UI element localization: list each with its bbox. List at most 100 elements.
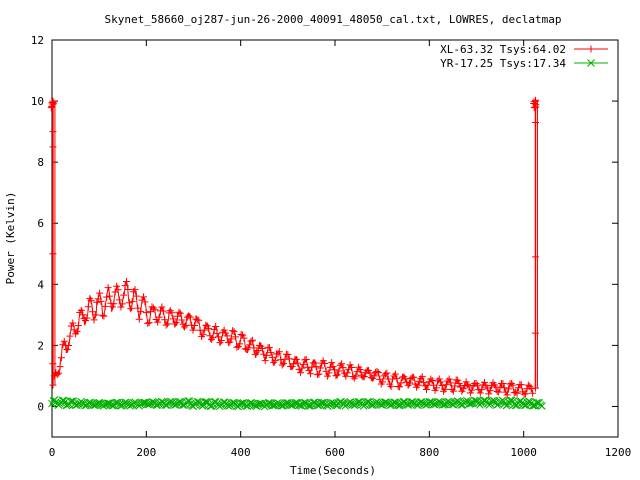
- data-point: [145, 319, 153, 327]
- legend-label-xl: XL-63.32 Tsys:64.02: [440, 43, 566, 56]
- data-point: [270, 358, 278, 366]
- data-point: [117, 303, 125, 311]
- data-layer: [47, 96, 546, 411]
- data-point: [169, 315, 177, 323]
- data-point: [360, 373, 368, 381]
- data-point: [185, 312, 193, 320]
- data-point: [439, 387, 447, 395]
- data-point: [503, 391, 511, 399]
- data-point: [509, 381, 517, 389]
- data-point: [414, 381, 422, 389]
- data-point: [485, 390, 493, 398]
- data-point: [264, 399, 273, 407]
- data-point: [91, 311, 99, 319]
- data-point: [67, 322, 75, 330]
- data-point: [139, 398, 147, 407]
- data-point: [243, 345, 251, 353]
- data-point: [238, 399, 247, 408]
- data-point: [423, 386, 431, 394]
- data-point: [114, 286, 122, 294]
- legend: XL-63.32 Tsys:64.02 YR-17.25 Tsys:17.34: [440, 43, 608, 70]
- spike-point: [49, 250, 57, 258]
- data-point: [481, 378, 489, 386]
- data-point: [248, 336, 256, 344]
- data-point: [323, 372, 331, 380]
- y-tick-label: 6: [37, 217, 44, 230]
- data-point: [435, 375, 443, 383]
- data-point: [332, 372, 340, 380]
- data-point: [281, 355, 289, 363]
- data-point: [217, 337, 225, 345]
- data-point: [291, 399, 299, 407]
- legend-label-yr: YR-17.25 Tsys:17.34: [440, 57, 566, 70]
- data-point: [448, 385, 456, 393]
- data-point: [258, 344, 266, 352]
- data-point: [106, 292, 114, 300]
- data-point: [144, 319, 152, 327]
- data-point: [343, 369, 351, 377]
- data-point: [101, 302, 109, 310]
- data-point: [110, 300, 118, 308]
- data-point: [265, 344, 273, 352]
- data-point: [496, 383, 504, 391]
- data-point: [205, 325, 213, 333]
- data-point: [370, 372, 378, 380]
- data-point: [476, 389, 484, 397]
- data-point: [164, 320, 172, 328]
- data-point: [410, 373, 418, 381]
- data-point: [176, 309, 184, 317]
- legend-marker: [587, 59, 595, 67]
- data-point: [394, 401, 402, 409]
- data-point: [319, 357, 327, 365]
- data-point: [190, 321, 198, 329]
- data-point: [246, 341, 254, 349]
- spike-cap-point: [530, 98, 538, 106]
- data-point: [356, 365, 364, 373]
- spike-point: [49, 360, 57, 368]
- data-point: [447, 379, 455, 387]
- data-point: [247, 337, 255, 345]
- spike-point: [49, 381, 57, 389]
- data-point: [151, 306, 159, 314]
- data-point: [239, 331, 247, 339]
- data-point: [137, 308, 145, 316]
- data-point: [418, 373, 426, 381]
- series-line-0: [53, 280, 534, 396]
- data-point: [403, 400, 412, 409]
- y-tick-label: 0: [37, 400, 44, 413]
- data-point: [124, 285, 132, 293]
- data-point: [50, 396, 59, 404]
- data-point: [271, 357, 279, 365]
- data-point: [278, 361, 286, 369]
- data-point: [439, 401, 447, 409]
- data-point: [57, 354, 65, 362]
- data-point: [132, 292, 140, 300]
- data-point: [339, 364, 347, 372]
- data-point: [140, 293, 148, 301]
- data-point: [495, 388, 503, 396]
- data-point: [220, 326, 228, 334]
- data-point: [250, 344, 258, 352]
- data-point: [438, 381, 446, 389]
- data-point: [230, 328, 238, 336]
- x-tick-label: 400: [231, 446, 251, 459]
- data-point: [292, 355, 300, 363]
- data-point: [499, 380, 507, 388]
- data-point: [316, 364, 324, 372]
- data-point: [121, 282, 129, 290]
- data-point: [367, 401, 376, 410]
- data-point: [406, 379, 414, 387]
- data-point: [366, 369, 374, 377]
- data-point: [315, 370, 323, 378]
- data-point: [348, 364, 356, 372]
- data-point: [158, 303, 166, 311]
- data-point: [393, 375, 401, 383]
- data-point: [275, 348, 283, 356]
- data-point: [297, 369, 305, 377]
- data-point: [387, 382, 395, 390]
- data-point: [420, 379, 428, 387]
- data-point: [175, 308, 183, 316]
- data-point: [77, 306, 85, 314]
- data-point: [429, 400, 438, 409]
- data-point: [209, 334, 217, 342]
